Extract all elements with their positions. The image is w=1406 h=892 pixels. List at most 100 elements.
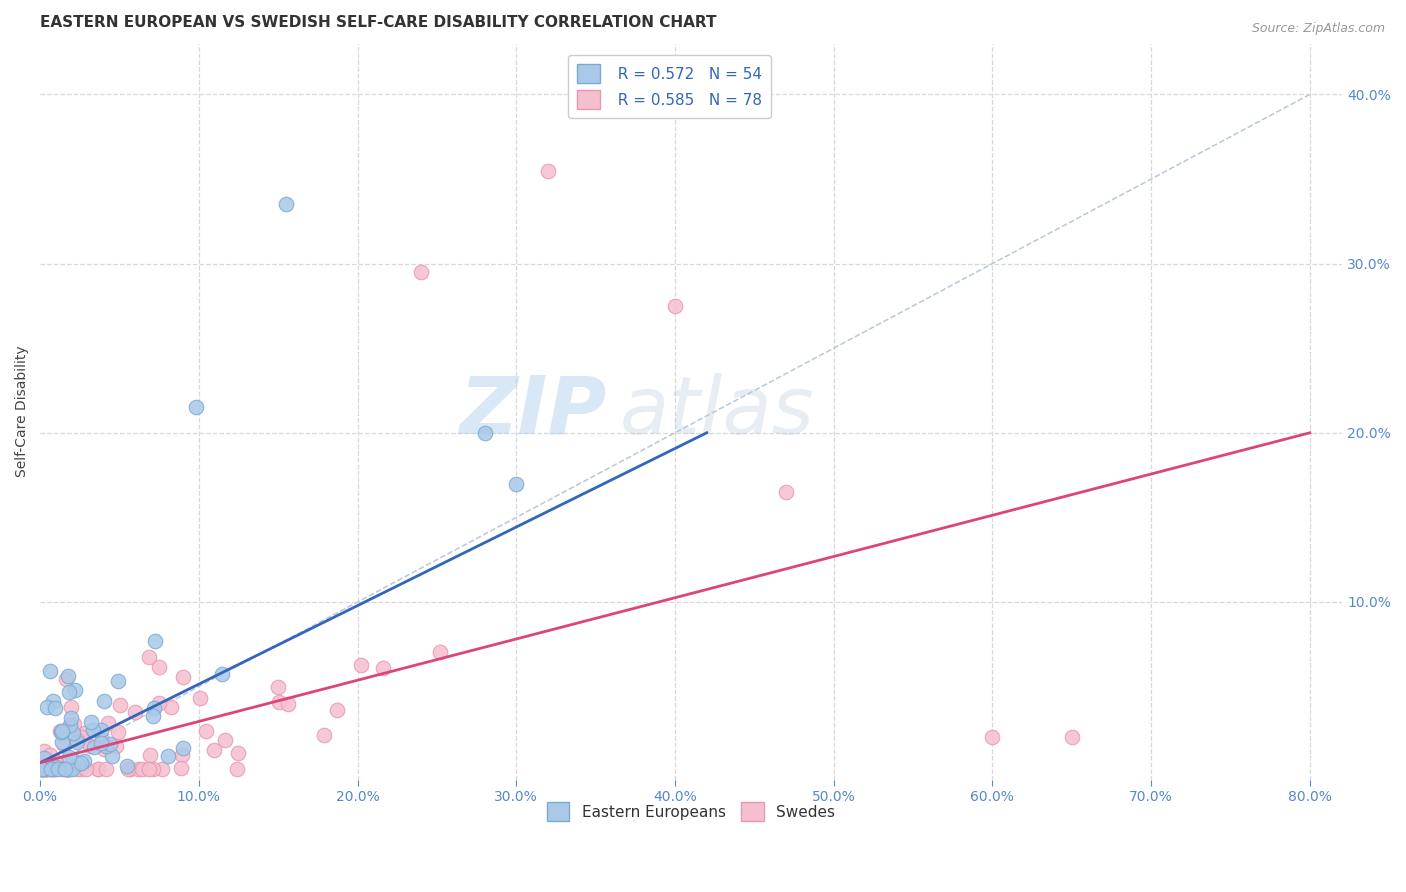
Point [142, 708, 165, 723]
Point [44, 763, 66, 777]
Point [60, 763, 83, 777]
Point [156, 749, 179, 764]
Point [38, 664, 60, 678]
Point [66, 733, 89, 747]
Point [277, 698, 299, 712]
Point [59, 717, 82, 731]
Point [44, 763, 66, 777]
Point [58, 685, 80, 699]
Point [41, 763, 63, 777]
Point [31, 763, 53, 777]
Point [124, 706, 146, 720]
Point [107, 673, 129, 688]
Point [31, 763, 53, 777]
Point [138, 649, 160, 664]
Point [142, 763, 165, 777]
Point [65, 682, 87, 697]
Point [90, 736, 112, 750]
Point [32, 763, 55, 777]
Point [312, 728, 335, 742]
Point [188, 690, 211, 705]
Point [474, 425, 496, 440]
Point [117, 763, 139, 777]
Point [66, 734, 89, 748]
Point [160, 699, 183, 714]
Point [39, 748, 62, 763]
Point [226, 763, 249, 777]
Point [55, 673, 77, 687]
Point [32, 763, 55, 777]
Point [325, 703, 347, 717]
Point [37, 763, 59, 777]
Point [35, 763, 58, 777]
Point [72, 730, 94, 744]
Point [409, 265, 432, 279]
Point [39, 763, 62, 777]
Point [32, 744, 55, 758]
Text: Source: ZipAtlas.com: Source: ZipAtlas.com [1251, 22, 1385, 36]
Point [537, 163, 560, 178]
Point [62, 753, 84, 767]
Point [148, 660, 170, 674]
Point [62, 726, 84, 740]
Point [226, 746, 249, 760]
Point [143, 633, 166, 648]
Point [58, 763, 80, 777]
Point [211, 666, 233, 681]
Point [75, 763, 97, 777]
Point [1060, 731, 1083, 745]
Point [60, 710, 83, 724]
Point [66, 756, 89, 771]
Point [429, 645, 451, 659]
Point [214, 732, 236, 747]
Point [56, 763, 79, 777]
Point [51, 725, 73, 739]
Point [66, 763, 89, 777]
Point [138, 763, 160, 777]
Point [172, 741, 194, 756]
Point [45, 760, 67, 774]
Legend: Eastern Europeans, Swedes: Eastern Europeans, Swedes [540, 797, 841, 827]
Point [981, 731, 1004, 745]
Point [90, 723, 112, 737]
Point [35, 699, 58, 714]
Point [82, 723, 104, 738]
Point [32, 751, 55, 765]
Point [41, 694, 63, 708]
Point [150, 763, 173, 777]
Point [51, 724, 73, 739]
Point [194, 724, 217, 739]
Point [267, 680, 290, 694]
Point [110, 698, 132, 712]
Point [69, 763, 91, 777]
Point [139, 748, 162, 763]
Point [775, 485, 797, 500]
Point [35, 763, 58, 777]
Point [104, 739, 127, 754]
Point [44, 754, 66, 768]
Point [371, 661, 394, 675]
Point [58, 763, 80, 777]
Point [44, 701, 66, 715]
Point [505, 476, 527, 491]
Point [98, 737, 121, 751]
Point [63, 716, 86, 731]
Point [93, 741, 115, 756]
Point [86, 763, 108, 777]
Point [56, 763, 79, 777]
Point [172, 748, 194, 763]
Point [46, 763, 69, 777]
Point [56, 669, 79, 683]
Point [148, 696, 170, 710]
Point [59, 700, 82, 714]
Point [172, 670, 194, 684]
Text: ZIP: ZIP [458, 373, 606, 450]
Point [350, 658, 373, 673]
Point [32, 763, 55, 777]
Text: atlas: atlas [619, 373, 814, 450]
Point [267, 695, 290, 709]
Point [37, 754, 59, 768]
Point [83, 740, 105, 755]
Point [73, 725, 96, 739]
Point [56, 763, 79, 777]
